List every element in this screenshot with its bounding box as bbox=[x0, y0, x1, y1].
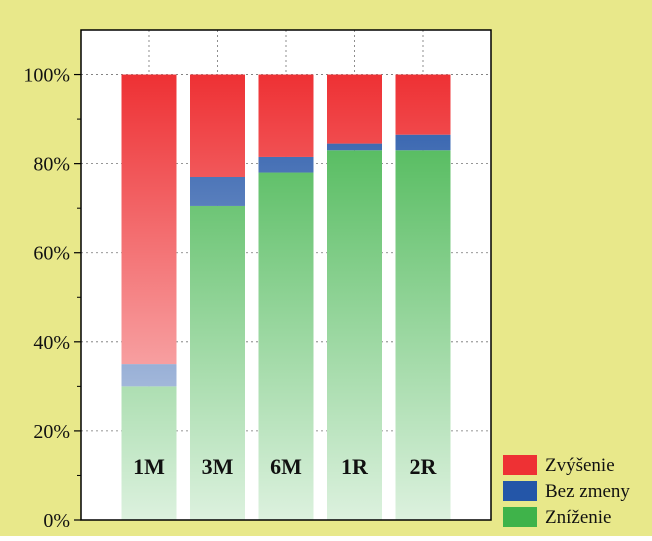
legend-swatch-znizenie bbox=[503, 507, 537, 527]
category-label: 1R bbox=[341, 454, 369, 479]
y-tick-label: 0% bbox=[43, 510, 70, 532]
y-tick-label: 80% bbox=[33, 154, 70, 176]
y-tick-label: 60% bbox=[33, 243, 70, 265]
legend-swatch-bez-zmeny bbox=[503, 481, 537, 501]
y-tick-label: 40% bbox=[33, 332, 70, 354]
y-tick-label: 20% bbox=[33, 421, 70, 443]
legend: Zvýšenie Bez zmeny Zníženie bbox=[503, 455, 630, 528]
category-label: 6M bbox=[270, 454, 302, 479]
y-tick-label: 100% bbox=[23, 65, 70, 87]
legend-label-znizenie: Zníženie bbox=[545, 507, 611, 528]
category-label: 3M bbox=[202, 454, 234, 479]
legend-label-zvysenie: Zvýšenie bbox=[545, 455, 615, 476]
legend-label-bez-zmeny: Bez zmeny bbox=[545, 481, 630, 502]
category-label: 1M bbox=[133, 454, 165, 479]
legend-swatch-zvysenie bbox=[503, 455, 537, 475]
category-label: 2R bbox=[410, 454, 438, 479]
